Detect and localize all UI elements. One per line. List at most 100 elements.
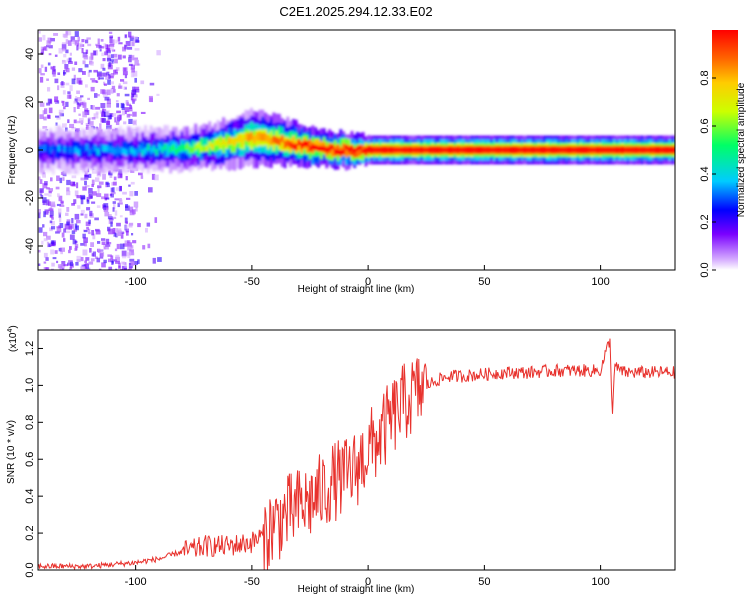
spectrogram-ridge-cell — [660, 147, 664, 153]
spectrogram-noise-cell — [81, 48, 84, 54]
spectrogram-noise-cell — [125, 205, 130, 211]
spectrogram-noise-cell — [78, 103, 82, 107]
spectrogram-ridge-cell — [526, 147, 530, 153]
spectrogram-ridge-cell — [121, 141, 125, 155]
spectrogram-ridge-cell — [397, 147, 401, 153]
spectrogram-noise-cell — [129, 105, 132, 110]
spectrogram-noise-cell — [74, 40, 79, 46]
spectrogram-noise-cell — [76, 45, 79, 51]
spectrogram-ridge-cell — [216, 138, 220, 146]
spectrogram-noise-cell — [71, 203, 75, 206]
spectrogram-noise-cell — [92, 233, 96, 240]
spectrogram-ridge-cell — [554, 147, 558, 153]
spectrogram-ridge-cell — [252, 135, 256, 144]
spectrogram-y-label: Frequency (Hz) — [7, 116, 18, 185]
spectrogram-ridge-cell — [570, 147, 574, 153]
spectrogram-ridge-cell — [356, 145, 359, 151]
spectrogram-noise-cell — [132, 111, 137, 117]
spectrogram-noise-cell — [61, 261, 66, 267]
spectrogram-ridge-cell — [116, 147, 120, 154]
spectrogram-ridge-cell — [222, 137, 226, 145]
spectrogram-noise-cell — [53, 33, 59, 36]
spectrogram-ridge-cell — [199, 145, 203, 153]
spectrogram-noise-cell — [130, 245, 134, 249]
snr-y-tick-label: 0.8 — [24, 415, 36, 430]
spectrogram-noise-cell — [85, 127, 90, 131]
spectrogram-noise-cell — [46, 235, 51, 240]
spectrogram-noise-cell — [88, 194, 93, 199]
spectrogram-ridge-cell — [568, 147, 572, 153]
spectrogram-noise-cell — [49, 227, 53, 232]
spectrogram-noise-cell — [85, 263, 89, 267]
spectrogram-noise-cell — [126, 103, 132, 106]
spectrogram-noise-cell — [44, 108, 48, 114]
spectrogram-noise-cell — [131, 41, 135, 47]
spectrogram-ridge-cell — [160, 146, 164, 153]
spectrogram-noise-cell — [41, 240, 44, 245]
spectrogram-noise-cell — [101, 196, 106, 200]
spectrogram-noise-cell — [87, 97, 90, 100]
spectrogram-noise-cell — [105, 75, 110, 80]
spectrogram-noise-cell — [63, 238, 66, 242]
spectrogram-ridge-cell — [378, 147, 382, 153]
spectrogram-ridge-cell — [520, 147, 524, 153]
snr-x-tick-label: 50 — [478, 576, 490, 588]
spectrogram-ridge-cell — [470, 147, 474, 153]
spectrogram-ridge-cell — [63, 145, 67, 153]
spectrogram-ridge-cell — [68, 146, 72, 154]
spectrogram-noise-cell — [71, 67, 76, 71]
spectrogram-ridge-cell — [174, 148, 178, 156]
spectrogram-ridge-cell — [241, 137, 245, 146]
spectrogram-ridge-cell — [132, 149, 136, 156]
spectrogram-noise-cell — [58, 208, 62, 215]
spectrogram-noise-cell — [80, 257, 84, 262]
spectrogram-noise-cell — [58, 217, 62, 223]
spectrogram-ridge-cell — [135, 148, 139, 156]
spectrogram-noise-cell — [62, 100, 65, 106]
spectrogram-noise-cell — [85, 221, 91, 227]
spectrogram-noise-cell — [44, 66, 48, 72]
spectrogram-noise-cell — [63, 54, 67, 58]
spectrogram-ridge-cell — [77, 141, 81, 155]
spectrogram-ridge-cell — [517, 147, 521, 153]
spectrogram-ridge-cell — [224, 141, 228, 149]
spectrogram-noise-cell — [137, 223, 141, 228]
spectrogram-noise-cell — [93, 50, 97, 56]
spectrogram-noise-cell — [128, 184, 131, 187]
spectrogram-noise-cell — [134, 59, 139, 66]
spectrogram-noise-cell — [133, 120, 136, 125]
spectrogram-noise-cell — [38, 68, 42, 74]
spectrogram-ridge-cell — [651, 147, 655, 153]
spectrogram-noise-cell — [98, 249, 104, 254]
spectrogram-noise-cell — [135, 40, 140, 43]
spectrogram-noise-cell — [38, 30, 41, 34]
spectrogram-ridge-cell — [350, 145, 354, 151]
spectrogram-noise-cell — [157, 257, 162, 262]
spectrogram-ridge — [38, 107, 675, 175]
spectrogram-noise-cell — [42, 224, 45, 228]
spectrogram-noise-cell — [74, 240, 78, 243]
spectrogram-ridge-cell — [130, 147, 134, 154]
spectrogram-noise-cell — [63, 264, 69, 267]
spectrogram-ridge-cell — [96, 148, 100, 155]
snr-y-tick-label: 0.6 — [24, 452, 36, 467]
spectrogram-ridge-cell — [503, 147, 507, 153]
spectrogram-noise-cell — [121, 250, 127, 257]
spectrogram-noise-cell — [78, 46, 82, 50]
spectrogram-ridge-cell — [328, 146, 332, 152]
spectrogram-ridge-cell — [411, 147, 415, 153]
spectrogram-ridge-cell — [158, 143, 161, 151]
spectrogram-noise-cell — [66, 221, 70, 226]
snr-scale-exponent: 4 — [7, 329, 14, 333]
spectrogram-noise-cell — [90, 105, 93, 110]
spectrogram-noise-cell — [74, 61, 78, 65]
spectrogram-noise-cell — [90, 62, 94, 66]
spectrogram-noise-cell — [68, 94, 72, 99]
spectrogram-noise-cell — [63, 228, 67, 233]
spectrogram-ridge-cell — [381, 147, 385, 153]
spectrogram-ridge-cell — [495, 147, 499, 153]
spectrogram-noise-cell — [56, 227, 62, 233]
spectrogram-noise-cell — [39, 76, 44, 83]
spectrogram-noise-cell — [85, 123, 90, 127]
spectrogram-noise-cell — [115, 72, 118, 75]
